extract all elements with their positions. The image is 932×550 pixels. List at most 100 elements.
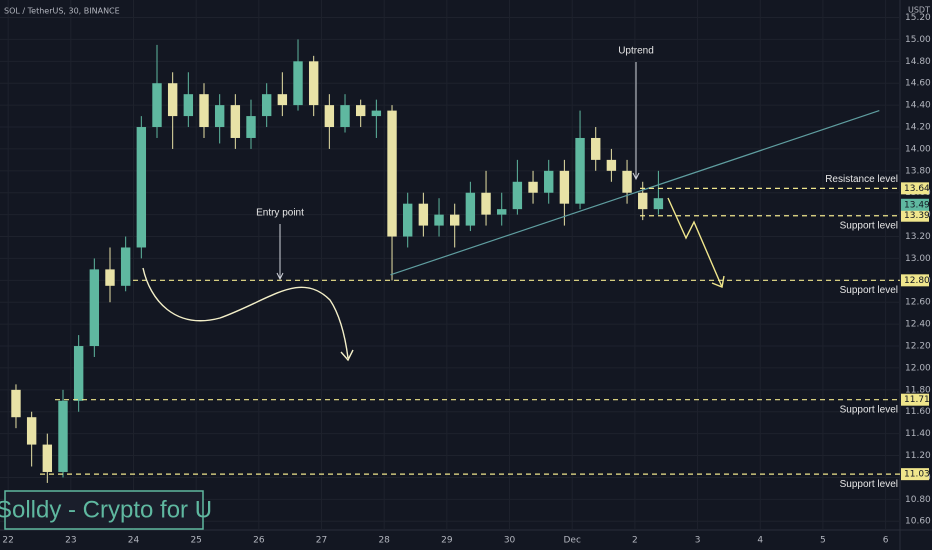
- x-tick-label: 23: [65, 536, 76, 546]
- candle-body: [277, 94, 288, 106]
- x-tick-label: 28: [378, 536, 390, 546]
- price-tag: [901, 468, 929, 481]
- candle-body: [261, 94, 272, 117]
- candle-body: [340, 105, 350, 128]
- candle-body: [481, 192, 491, 215]
- x-tick-label: 26: [253, 536, 265, 546]
- y-tick-label: 14.40: [905, 101, 931, 111]
- candle-body: [465, 192, 476, 226]
- curve-sketch: [142, 267, 349, 359]
- y-tick-label: 14.20: [905, 123, 931, 133]
- candle-body: [324, 105, 335, 128]
- candle-body: [136, 127, 147, 248]
- y-tick-label: 14.00: [905, 144, 931, 154]
- candle-body: [214, 105, 225, 128]
- level-text: Support level: [840, 479, 898, 490]
- y-tick-label: 13.00: [905, 254, 931, 264]
- y-tick-label: 12.40: [905, 320, 931, 330]
- x-tick-label: 27: [316, 536, 327, 546]
- y-tick-label: 13.20: [905, 232, 931, 242]
- candle-body: [246, 116, 256, 138]
- price-tag-label: 12.80: [904, 276, 930, 286]
- price-tag-label: 11.03: [904, 470, 930, 480]
- y-tick-label: 12.00: [905, 363, 931, 373]
- candle-body: [89, 269, 100, 347]
- candle-body: [308, 61, 319, 106]
- trend-line: [390, 110, 880, 276]
- candle-body: [42, 444, 53, 472]
- level-text: Support level: [840, 285, 898, 296]
- y-tick-label: 11.20: [905, 451, 931, 461]
- candle-body: [293, 61, 303, 106]
- y-tick-label: 13.80: [905, 166, 931, 176]
- candle-body: [575, 137, 585, 204]
- candle-body: [120, 247, 131, 286]
- candle-body: [434, 214, 444, 226]
- x-tick-label: 3: [695, 536, 701, 546]
- candle-body: [653, 198, 664, 210]
- candle-body: [638, 192, 648, 210]
- candle-body: [58, 400, 68, 472]
- x-tick-label: 22: [2, 536, 13, 546]
- level-text: Support level: [840, 404, 898, 415]
- candle-body: [387, 110, 397, 237]
- price-tag-label: 11.71: [904, 395, 930, 405]
- price-tag-label: 13.39: [904, 211, 930, 221]
- watermark-box: [4, 490, 204, 530]
- y-tick-label: 11.60: [905, 407, 931, 417]
- candle-body: [105, 269, 115, 286]
- candle-body: [606, 159, 617, 171]
- y-tick-label: 10.60: [905, 517, 931, 527]
- price-tag: [901, 274, 929, 287]
- y-tick-label: 11.40: [905, 429, 931, 439]
- candle-body: [355, 105, 366, 117]
- arrow-head: [276, 272, 284, 281]
- y-tick-label: 12.20: [905, 342, 931, 352]
- price-tag: [901, 209, 929, 222]
- forecast-arrow: [667, 197, 723, 288]
- y-tick-label: 15.20: [905, 13, 931, 23]
- x-tick-label: 29: [441, 536, 453, 546]
- price-tag: [901, 393, 929, 406]
- annotation: Uptrend: [618, 46, 654, 57]
- candle-body: [199, 94, 209, 128]
- candle-body: [559, 170, 570, 204]
- y-tick-label: 10.80: [905, 495, 931, 505]
- candle-body: [230, 105, 241, 138]
- y-tick-label: 12.60: [905, 298, 931, 308]
- x-tick-label: 6: [883, 536, 889, 546]
- arrow-head: [711, 275, 725, 288]
- candle-body: [167, 83, 178, 117]
- level-text: Support level: [840, 220, 898, 231]
- candle-body: [11, 389, 21, 418]
- candle-body: [450, 214, 460, 226]
- candle-body: [622, 170, 632, 193]
- candle-body: [183, 94, 194, 117]
- level-text: Resistance level: [825, 174, 898, 185]
- y-tick-label: 14.60: [905, 79, 931, 89]
- candle-body: [591, 137, 601, 160]
- y-unit: USDT: [908, 6, 930, 15]
- candle-body: [497, 209, 507, 215]
- y-tick-label: 11.80: [905, 385, 931, 395]
- candle-body: [418, 203, 429, 226]
- last-price-tag: [901, 198, 929, 211]
- candle-body: [26, 417, 37, 445]
- chart-title: SOL / TetherUS, 30, BINANCE: [4, 7, 120, 16]
- x-tick-label: 30: [504, 536, 516, 546]
- candle-body: [512, 181, 523, 210]
- arrow-head: [632, 172, 640, 181]
- candle-body: [371, 110, 382, 117]
- annotation: Entry point: [256, 208, 304, 219]
- candle-body: [402, 203, 413, 237]
- candle-body: [152, 83, 162, 128]
- x-tick-label: 24: [128, 536, 140, 546]
- x-tick-label: 5: [820, 536, 826, 546]
- y-tick-label: 14.80: [905, 57, 931, 67]
- candle-body: [544, 170, 554, 193]
- price-tag-label: 13.64: [904, 184, 930, 194]
- watermark: Solldy - Crypto for U: [0, 496, 212, 523]
- x-tick-label: Dec: [564, 536, 581, 546]
